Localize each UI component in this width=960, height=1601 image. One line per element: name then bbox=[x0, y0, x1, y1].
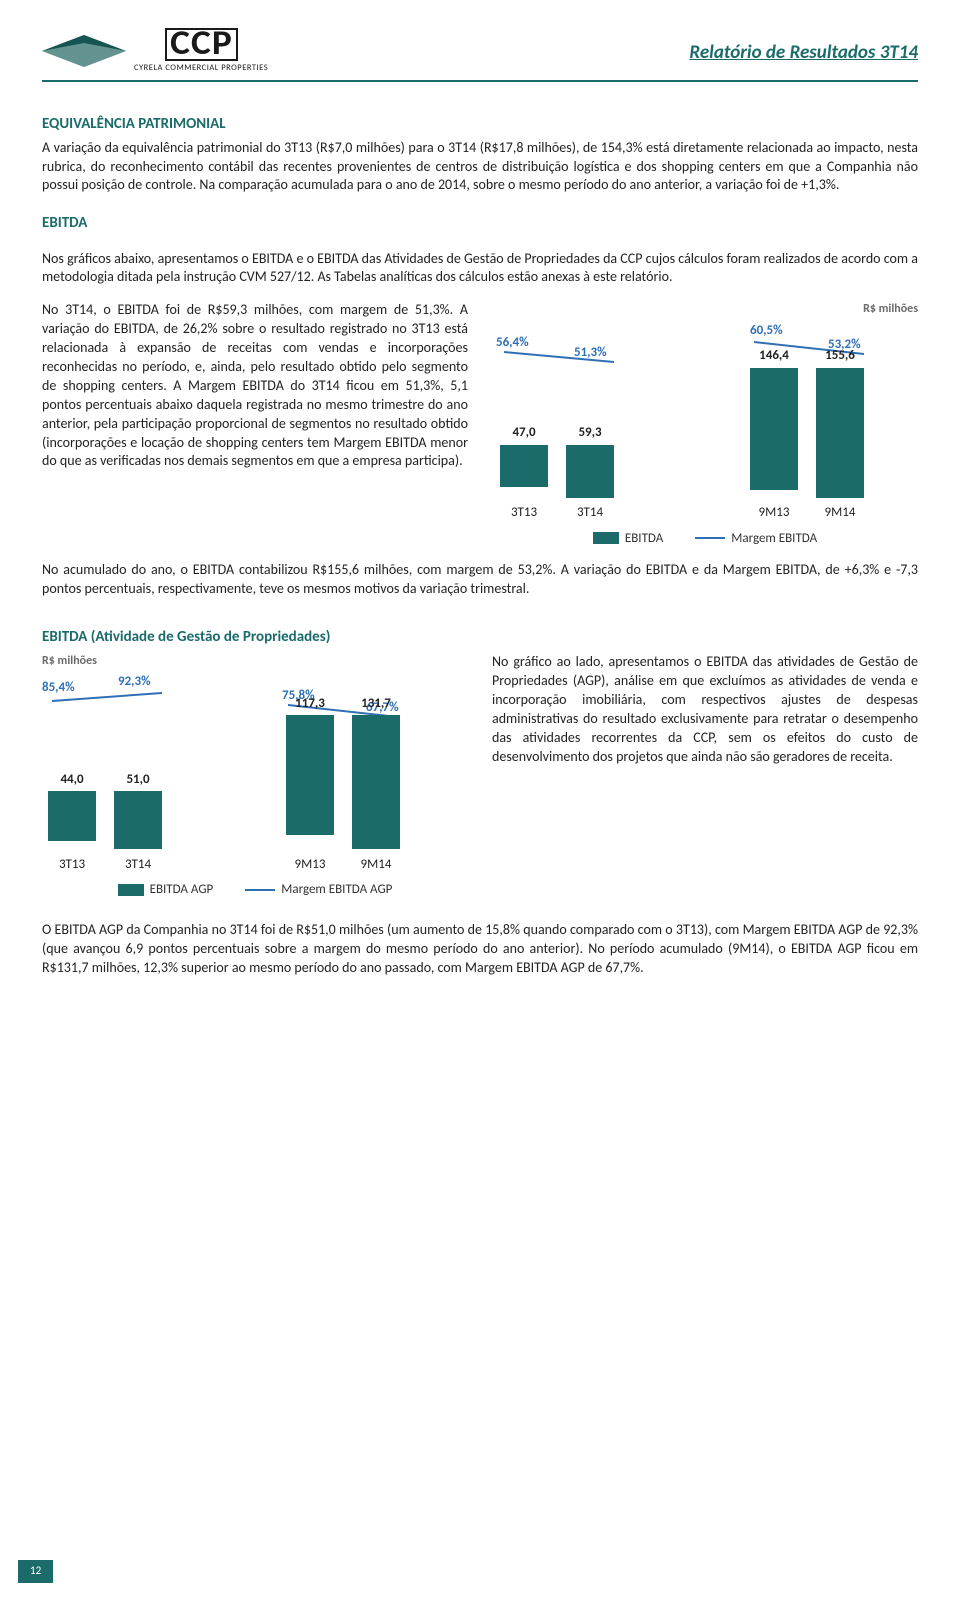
bar: 155,6 bbox=[816, 347, 864, 498]
logo: CCP CYRELA COMMERCIAL PROPERTIES bbox=[42, 28, 268, 74]
header: CCP CYRELA COMMERCIAL PROPERTIES Relatór… bbox=[42, 28, 918, 74]
bar-category: 9M14 bbox=[816, 504, 864, 522]
equivalencia-body: A variação da equivalência patrimonial d… bbox=[42, 139, 918, 196]
chart-legend: EBITDA Margem EBITDA bbox=[492, 530, 918, 548]
bar: 44,0 bbox=[48, 771, 96, 850]
bar-category: 9M14 bbox=[352, 856, 400, 874]
margin-pct: 92,3% bbox=[118, 673, 151, 691]
chart-unit-label: R$ milhões bbox=[42, 653, 468, 669]
ebitda-row: No 3T14, o EBITDA foi de R$59,3 milhões,… bbox=[42, 301, 918, 547]
ebitda-left-text: No 3T14, o EBITDA foi de R$59,3 milhões,… bbox=[42, 301, 468, 471]
logo-subtitle: CYRELA COMMERCIAL PROPERTIES bbox=[134, 63, 268, 74]
ebitda-chart-area: 56,4% 51,3% 60,5% 53,2% 47,0 59,3 bbox=[492, 322, 918, 522]
bar-category: 9M13 bbox=[750, 504, 798, 522]
bar-category: 3T13 bbox=[500, 504, 548, 522]
margin-pct: 56,4% bbox=[496, 334, 529, 352]
section-heading-agp: EBITDA (Atividade de Gestão de Proprieda… bbox=[42, 627, 918, 647]
bar: 59,3 bbox=[566, 424, 614, 498]
bar-category: 3T13 bbox=[48, 856, 96, 874]
page: CCP CYRELA COMMERCIAL PROPERTIES Relatór… bbox=[0, 0, 960, 1601]
ccp-diamond-icon bbox=[42, 29, 126, 73]
bar: 117,3 bbox=[286, 695, 334, 850]
bar: 47,0 bbox=[500, 424, 548, 498]
legend-swatch-line-icon bbox=[695, 537, 725, 539]
ebitda-intro: Nos gráficos abaixo, apresentamos o EBIT… bbox=[42, 250, 918, 288]
chart-legend: EBITDA AGP Margem EBITDA AGP bbox=[42, 881, 468, 899]
legend-swatch-bar-icon bbox=[593, 532, 619, 544]
legend-label: Margem EBITDA AGP bbox=[281, 881, 392, 899]
margin-line-icon bbox=[52, 691, 162, 713]
chart-unit-label: R$ milhões bbox=[492, 301, 918, 317]
bar: 131,7 bbox=[352, 695, 400, 850]
section-heading-equivalencia: EQUIVALÊNCIA PATRIMONIAL bbox=[42, 114, 918, 134]
agp-chart-area: 85,4% 92,3% 75,8% 67,7% 44,0 51,0 bbox=[42, 673, 468, 873]
agp-chart: R$ milhões 85,4% 92,3% 75,8% 67,7% 44,0 … bbox=[42, 653, 468, 899]
margin-line-icon bbox=[504, 350, 614, 372]
agp-row: R$ milhões 85,4% 92,3% 75,8% 67,7% 44,0 … bbox=[42, 653, 918, 899]
header-rule bbox=[42, 80, 918, 82]
legend-swatch-line-icon bbox=[245, 889, 275, 891]
bar-category: 3T14 bbox=[114, 856, 162, 874]
legend-label: EBITDA bbox=[625, 530, 663, 548]
agp-right-text: No gráfico ao lado, apresentamos o EBITD… bbox=[492, 653, 918, 766]
legend-label: EBITDA AGP bbox=[150, 881, 214, 899]
agp-closing: O EBITDA AGP da Companhia no 3T14 foi de… bbox=[42, 921, 918, 978]
logo-text: CCP bbox=[165, 28, 238, 61]
ebitda-chart: R$ milhões 56,4% 51,3% 60,5% 53,2% 47,0 bbox=[492, 301, 918, 547]
page-number: 12 bbox=[18, 1560, 53, 1583]
bar: 146,4 bbox=[750, 347, 798, 498]
ebitda-closing: No acumulado do ano, o EBITDA contabiliz… bbox=[42, 561, 918, 599]
section-heading-ebitda: EBITDA bbox=[42, 213, 918, 233]
bar-category: 3T14 bbox=[566, 504, 614, 522]
legend-swatch-bar-icon bbox=[118, 884, 144, 896]
bar-category: 9M13 bbox=[286, 856, 334, 874]
legend-label: Margem EBITDA bbox=[731, 530, 817, 548]
margin-pct: 60,5% bbox=[750, 322, 783, 340]
bar: 51,0 bbox=[114, 771, 162, 850]
page-title: Relatório de Resultados 3T14 bbox=[689, 28, 918, 66]
